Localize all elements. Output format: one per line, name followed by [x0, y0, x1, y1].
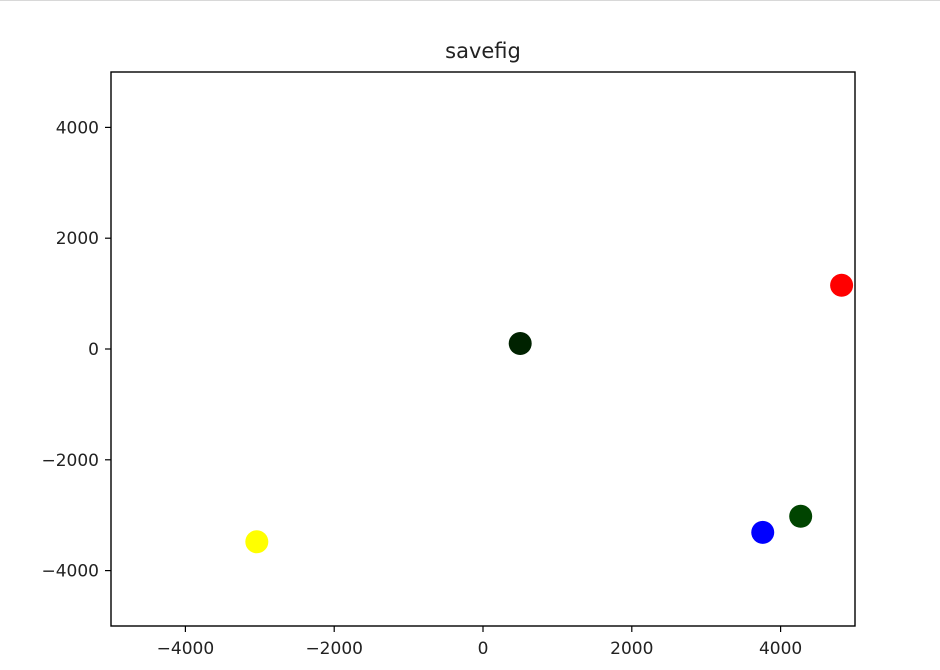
scatter-point: [508, 331, 532, 355]
y-tick-label: 0: [88, 340, 99, 360]
y-axis: −4000 −2000 0 2000 4000: [41, 118, 111, 582]
scatter-point: [751, 520, 775, 544]
scatter-point: [830, 273, 854, 297]
x-tick-label: 0: [478, 639, 489, 659]
x-tick-label: 4000: [759, 639, 802, 659]
x-axis: −4000 −2000 0 2000 4000: [157, 626, 802, 659]
data-points: [245, 273, 854, 554]
x-tick-label: −4000: [157, 639, 215, 659]
y-tick-label: 4000: [56, 118, 99, 138]
scatter-point: [245, 530, 269, 554]
x-tick-label: −2000: [305, 639, 363, 659]
plot-area: [110, 71, 856, 627]
chart-title: savefig: [445, 39, 521, 63]
y-tick-label: −2000: [41, 451, 99, 471]
x-tick-label: 2000: [610, 639, 653, 659]
y-tick-label: 2000: [56, 229, 99, 249]
y-tick-label: −4000: [41, 562, 99, 582]
scatter-point: [789, 504, 813, 528]
window-top-border: [0, 0, 940, 1]
